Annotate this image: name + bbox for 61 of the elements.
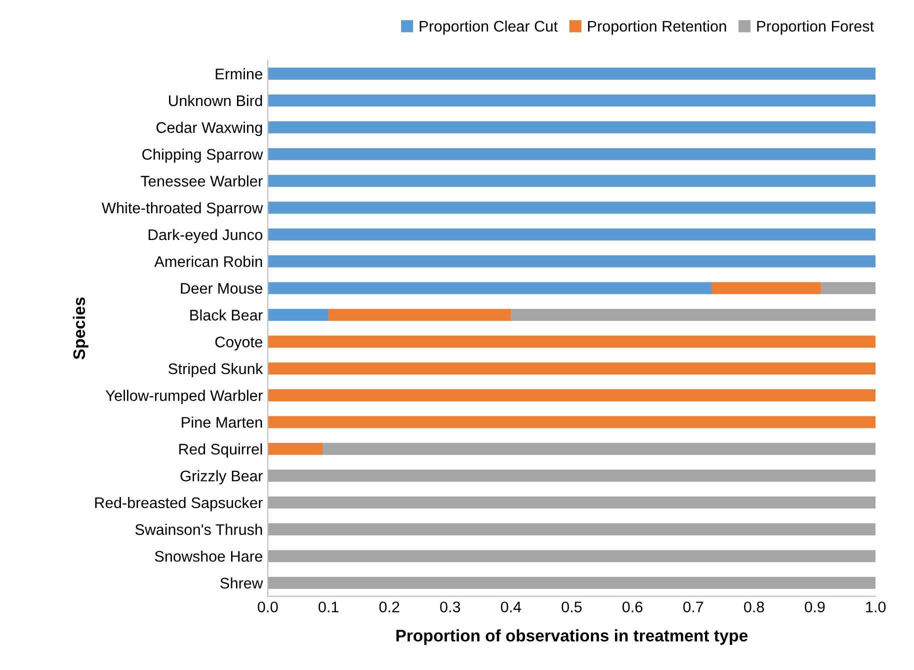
y-tick-label: Tenessee Warbler: [140, 175, 263, 187]
x-tick-label: 0.9: [804, 602, 825, 612]
y-axis-title: Species: [72, 297, 88, 360]
bar: [820, 282, 876, 294]
bar: [268, 94, 876, 107]
y-tick-label: Black Bear: [190, 309, 263, 321]
x-tick-label: 0.0: [258, 602, 278, 612]
x-axis-title: Proportion of observations in treatment type: [396, 629, 748, 645]
legend-label: Proportion Forest: [757, 20, 874, 35]
y-tick-label: Grizzly Bear: [180, 470, 263, 484]
x-tick-label: 0.3: [440, 602, 460, 612]
y-tick-label: Ermine: [216, 68, 262, 80]
bar: [268, 442, 323, 455]
y-tick-label: Pine Marten: [182, 416, 262, 428]
y-tick-label: White-throated Sparrow: [102, 202, 263, 216]
y-tick-label: Shrew: [220, 577, 263, 589]
bar: [268, 68, 876, 80]
bar: [268, 336, 876, 348]
x-tick-label: 0.7: [683, 602, 704, 612]
bar: [712, 282, 821, 294]
bar: [268, 255, 876, 268]
bar: [268, 362, 876, 375]
bar: [268, 496, 876, 509]
bar: [268, 282, 712, 294]
y-tick-label: Unknown Bird: [169, 94, 262, 106]
legend-label: Proportion Clear Cut: [420, 20, 558, 35]
x-tick-label: 0.1: [318, 602, 338, 612]
x-tick-label: 1.0: [866, 602, 886, 612]
x-tick-label: 0.6: [622, 602, 642, 612]
bar: [328, 308, 511, 321]
bar: [268, 148, 876, 160]
bar: [268, 523, 876, 536]
y-tick-label: Red Squirrel: [179, 443, 262, 458]
legend-label: Proportion Retention: [588, 20, 726, 35]
y-tick-label: Chipping Sparrow: [142, 148, 263, 163]
y-tick-label: Red-breasted Sapsucker: [95, 496, 263, 512]
bar: [268, 228, 876, 241]
bar: [510, 308, 876, 321]
x-tick-label: 0.2: [379, 602, 400, 612]
y-tick-label: Yellow-rumped Warbler: [106, 390, 263, 404]
bar: [268, 416, 876, 428]
y-tick-label: Dark-eyed Junco: [148, 228, 262, 244]
x-tick-label: 0.5: [562, 602, 582, 612]
bar: [268, 576, 876, 589]
bar: [268, 550, 876, 562]
x-tick-label: 0.8: [744, 602, 764, 612]
y-tick-label: Cedar Waxwing: [156, 122, 262, 136]
bar: [268, 389, 876, 402]
y-tick-label: Deer Mouse: [180, 283, 262, 294]
bar: [322, 442, 876, 455]
y-tick-label: American Robin: [154, 256, 262, 267]
bar: [268, 121, 876, 134]
y-tick-label: Striped Skunk: [168, 362, 263, 378]
bar: [268, 202, 876, 214]
bar: [268, 308, 329, 321]
bar: [268, 174, 876, 187]
bar: [268, 470, 876, 482]
x-tick-label: 0.4: [500, 602, 522, 612]
y-tick-label: Swainson's Thrush: [135, 524, 262, 535]
y-tick-label: Coyote: [215, 336, 262, 350]
y-tick-label: Snowshoe Hare: [154, 550, 262, 562]
